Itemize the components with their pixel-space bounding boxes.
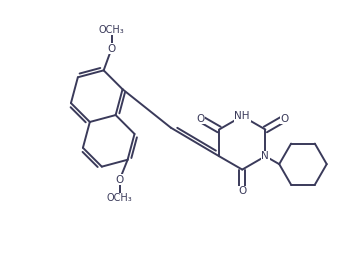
Text: NH: NH — [235, 111, 250, 121]
Text: O: O — [280, 114, 288, 124]
Text: O: O — [196, 114, 204, 124]
Text: O: O — [107, 44, 116, 54]
Text: O: O — [116, 175, 124, 185]
Text: O: O — [238, 186, 246, 196]
Text: N: N — [261, 151, 269, 161]
Text: OCH₃: OCH₃ — [99, 25, 125, 35]
Text: OCH₃: OCH₃ — [107, 193, 133, 203]
